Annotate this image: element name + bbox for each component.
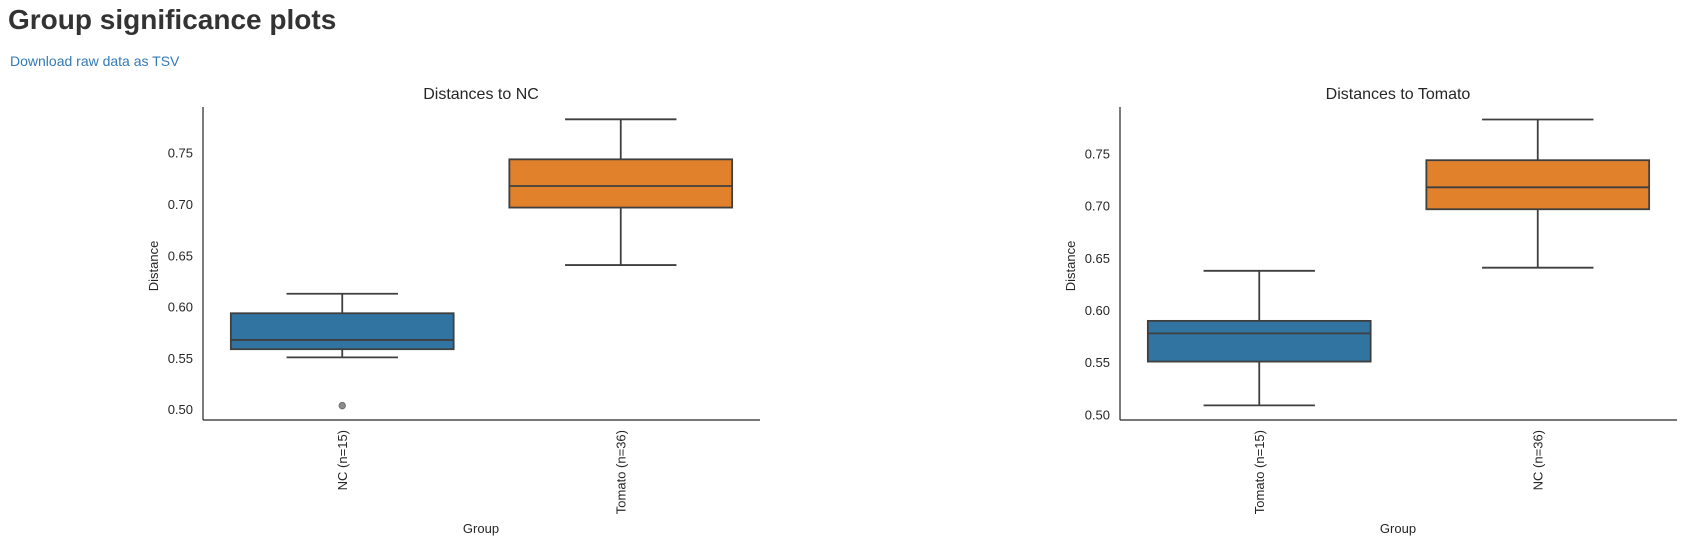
plot-distances-to-tomato: Distances to Tomato Distance Group 0.50 0… [1063,86,1677,536]
y-tick-label: 0.70 [1085,199,1110,214]
y-tick-label: 0.60 [1085,303,1110,318]
y-tick-label: 0.60 [168,300,193,315]
chart-title: Distances to Tomato [1326,86,1471,103]
download-tsv-link[interactable]: Download raw data as TSV [10,53,180,69]
x-axis-label: Group [463,521,499,536]
box [229,312,455,351]
x-tick-label: Tomato (n=15) [1252,430,1267,514]
y-tick-label: 0.75 [1085,146,1110,161]
box [1425,159,1651,211]
outlier-point [338,401,346,410]
y-tick-label: 0.70 [168,197,193,212]
y-tick-label: 0.55 [168,351,193,366]
y-tick-label: 0.50 [168,402,193,417]
chart-title: Distances to NC [423,86,539,103]
y-tick-label: 0.55 [1085,355,1110,370]
y-tick-label: 0.50 [1085,407,1110,422]
y-tick-label: 0.75 [168,146,193,161]
box [1146,319,1372,363]
x-tick-label: Tomato (n=36) [613,430,628,514]
y-axis-label: Distance [1063,241,1078,292]
y-tick-label: 0.65 [168,248,193,263]
page-title: Group significance plots [8,4,337,35]
box [508,158,734,209]
y-tick-label: 0.65 [1085,251,1110,266]
x-tick-label: NC (n=36) [1530,430,1545,490]
y-axis-label: Distance [146,241,161,292]
x-axis-label: Group [1380,521,1416,536]
x-tick-label: NC (n=15) [335,430,350,490]
plot-distances-to-nc: Distances to NC Distance Group 0.50 0.55 0… [146,86,760,536]
